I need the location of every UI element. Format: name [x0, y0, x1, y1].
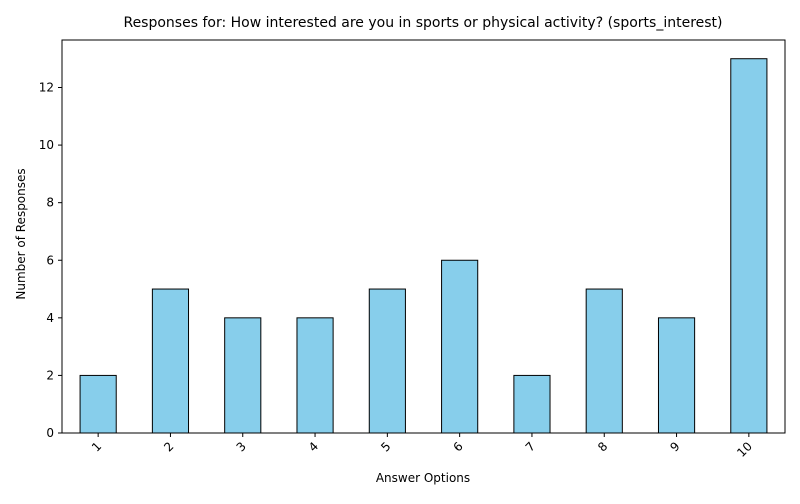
x-tick-label: 9 [667, 439, 682, 454]
axes-frame [61, 39, 786, 434]
bar-6 [441, 259, 479, 434]
bar-10 [730, 58, 768, 434]
y-tick-label: 6 [46, 253, 54, 267]
x-tick-label: 8 [595, 439, 610, 454]
x-tick-label: 6 [450, 439, 465, 454]
bar-9 [657, 317, 696, 434]
y-axis-title: Number of Responses [14, 168, 28, 299]
x-tick-label: 4 [306, 439, 321, 454]
bar-7 [513, 374, 551, 434]
x-tick-label: 5 [378, 439, 393, 454]
y-tick-label: 12 [39, 81, 54, 95]
y-tick-label: 2 [46, 368, 54, 382]
x-tick-label: 1 [89, 439, 104, 454]
x-tick-label: 3 [234, 439, 249, 454]
bar-1 [79, 374, 117, 434]
bar-2 [151, 288, 190, 434]
bar-5 [368, 288, 406, 434]
y-tick-label: 4 [46, 311, 54, 325]
y-tick-label: 0 [46, 426, 54, 440]
bar-8 [585, 288, 623, 434]
bar-3 [224, 317, 262, 434]
x-tick-label: 10 [734, 439, 755, 460]
x-axis-title: Answer Options [376, 471, 470, 485]
x-tick-label: 2 [161, 439, 176, 454]
x-tick-label: 7 [523, 439, 538, 454]
y-tick-label: 10 [39, 138, 54, 152]
y-tick-label: 8 [46, 196, 54, 210]
bar-4 [296, 317, 334, 434]
chart-title: Responses for: How interested are you in… [123, 15, 722, 31]
